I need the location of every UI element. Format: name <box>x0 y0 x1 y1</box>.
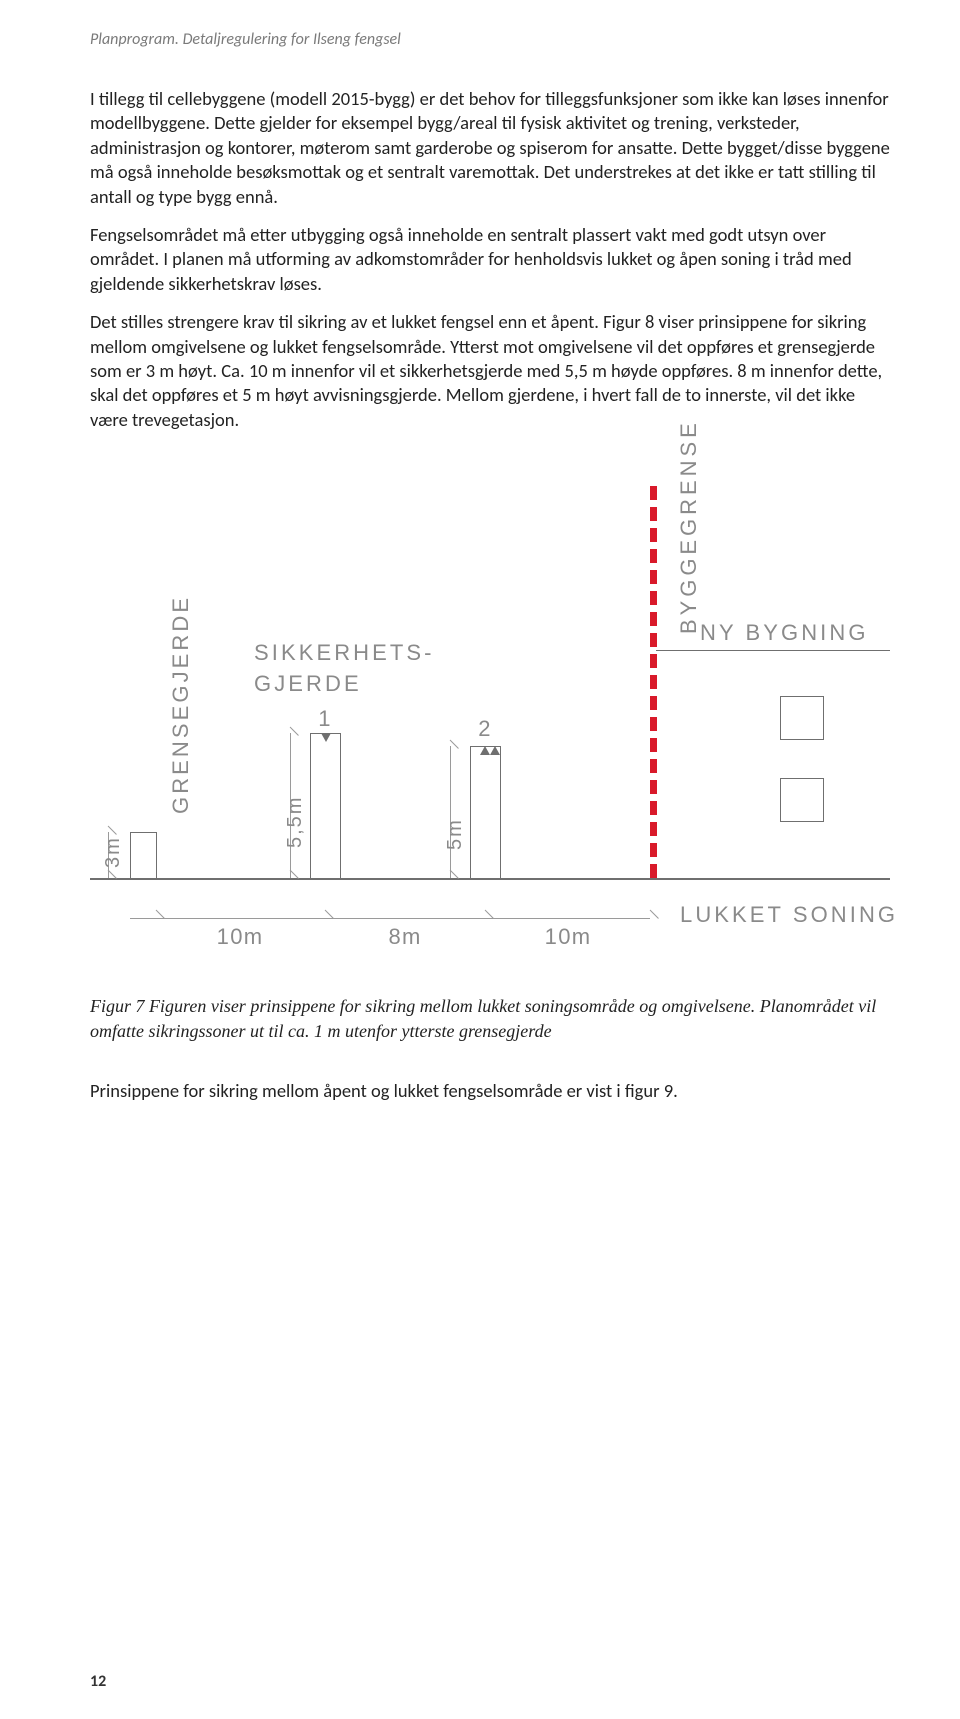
dist-1-label: 10m <box>217 924 264 950</box>
page-number: 12 <box>90 1672 106 1691</box>
dist-3-label: 10m <box>545 924 592 950</box>
fence2-number: 2 <box>478 716 492 742</box>
paragraph-1: I tillegg til cellebyggene (modell 2015-… <box>90 87 890 209</box>
building-box-1 <box>780 696 824 740</box>
building-box-2 <box>780 778 824 822</box>
page-header: Planprogram. Detaljregulering for Ilseng… <box>90 30 890 49</box>
fence1-height-label: 5,5m <box>284 796 307 848</box>
fence-diagram: 3m GRENSEGJERDE SIKKERHETS- GJERDE 1 5,5… <box>90 458 890 988</box>
byggegrense-line <box>650 486 657 878</box>
ground-line <box>90 878 890 880</box>
body-text: I tillegg til cellebyggene (modell 2015-… <box>90 87 890 432</box>
figure-7-caption-text: Figur 7 Figuren viser prinsippene for si… <box>90 996 876 1040</box>
dist-2-label: 8m <box>388 924 421 950</box>
fence1-number: 1 <box>318 706 332 732</box>
byggegrense-label: BYGGEGRENSE <box>676 420 702 635</box>
fence2-height-label: 5m <box>444 818 467 850</box>
fence2-height-dim <box>450 746 451 878</box>
outer-fence-height-label: 3m <box>102 836 125 868</box>
figure-7: 3m GRENSEGJERDE SIKKERHETS- GJERDE 1 5,5… <box>90 458 890 1043</box>
lukket-soning-label: LUKKET SONING <box>680 902 898 928</box>
ny-bygning-line <box>656 650 890 651</box>
paragraph-3: Det stilles strengere krav til sikring a… <box>90 310 890 432</box>
dimension-line <box>130 918 650 919</box>
paragraph-after-figure: Prinsippene for sikring mellom åpent og … <box>90 1079 890 1103</box>
figure-7-caption: Figur 7 Figuren viser prinsippene for si… <box>90 994 890 1043</box>
sikkerhets-word: SIKKERHETS- <box>254 638 435 669</box>
sikkerhetsgjerde-label: SIKKERHETS- GJERDE <box>254 638 435 700</box>
gjerde-word: GJERDE <box>254 669 435 700</box>
grensegjerde-label: GRENSEGJERDE <box>168 595 194 814</box>
ny-bygning-label: NY BYGNING <box>700 620 869 646</box>
paragraph-2: Fengselsområdet må etter utbygging også … <box>90 223 890 296</box>
